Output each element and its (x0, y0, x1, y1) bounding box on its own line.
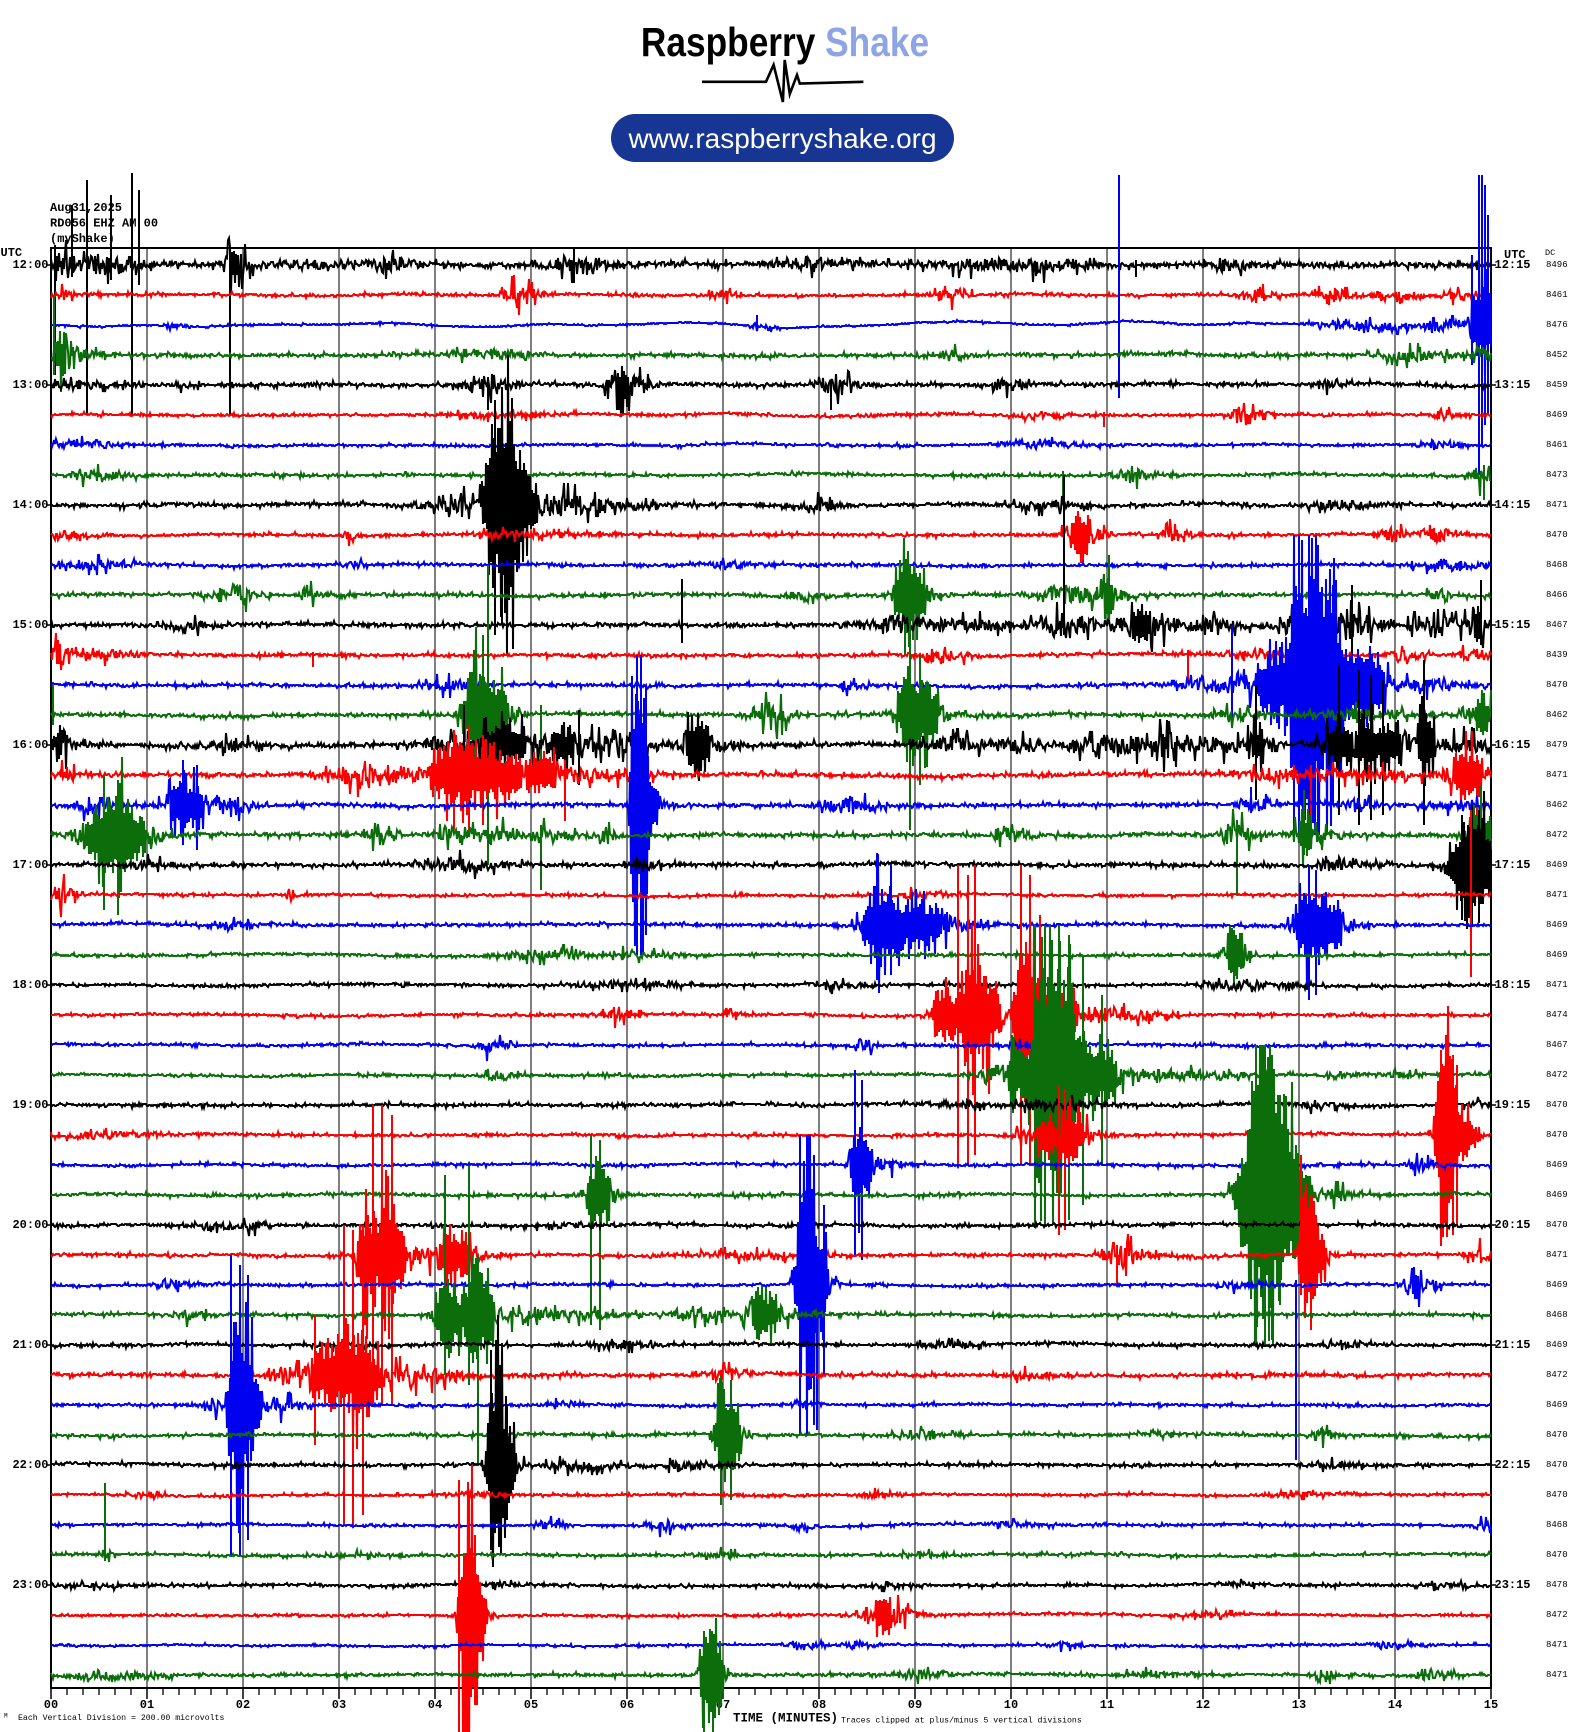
svg-text:06: 06 (620, 1698, 634, 1712)
svg-text:8471: 8471 (1546, 1250, 1568, 1260)
svg-text:20:00: 20:00 (12, 1218, 48, 1232)
svg-text:TIME (MINUTES): TIME (MINUTES) (733, 1712, 838, 1726)
svg-text:8470: 8470 (1546, 1430, 1568, 1440)
svg-text:Traces clipped at plus/minus 5: Traces clipped at plus/minus 5 vertical … (841, 1716, 1082, 1726)
svg-text:13:15: 13:15 (1495, 378, 1531, 392)
svg-text:8468: 8468 (1546, 560, 1568, 570)
svg-text:8478: 8478 (1546, 1580, 1568, 1590)
svg-text:15: 15 (1484, 1698, 1498, 1712)
svg-text:8466: 8466 (1546, 590, 1568, 600)
svg-text:8467: 8467 (1546, 620, 1568, 630)
svg-text:09: 09 (908, 1698, 922, 1712)
svg-text:12: 12 (1196, 1698, 1210, 1712)
svg-text:8479: 8479 (1546, 740, 1568, 750)
svg-text:8467: 8467 (1546, 1040, 1568, 1050)
svg-text:10: 10 (1004, 1698, 1018, 1712)
svg-text:14:15: 14:15 (1495, 498, 1531, 512)
svg-text:8462: 8462 (1546, 710, 1568, 720)
svg-text:8469: 8469 (1546, 1280, 1568, 1290)
svg-text:13:00: 13:00 (12, 378, 48, 392)
svg-text:8459: 8459 (1546, 380, 1568, 390)
svg-text:8471: 8471 (1546, 1640, 1568, 1650)
svg-text:8452: 8452 (1546, 350, 1568, 360)
svg-text:17:15: 17:15 (1495, 858, 1531, 872)
svg-text:17:00: 17:00 (12, 858, 48, 872)
svg-text:8471: 8471 (1546, 1670, 1568, 1680)
svg-text:23:15: 23:15 (1495, 1578, 1531, 1592)
svg-text:8469: 8469 (1546, 1400, 1568, 1410)
svg-text:8469: 8469 (1546, 1190, 1568, 1200)
svg-text:8470: 8470 (1546, 680, 1568, 690)
svg-text:8472: 8472 (1546, 1370, 1568, 1380)
svg-text:8469: 8469 (1546, 1340, 1568, 1350)
svg-text:8496: 8496 (1546, 260, 1568, 270)
svg-text:15:15: 15:15 (1495, 618, 1531, 632)
svg-text:8461: 8461 (1546, 290, 1568, 300)
svg-text:8472: 8472 (1546, 830, 1568, 840)
svg-text:8470: 8470 (1546, 1220, 1568, 1230)
svg-text:8468: 8468 (1546, 1520, 1568, 1530)
svg-text:00: 00 (44, 1698, 58, 1712)
svg-text:8439: 8439 (1546, 650, 1568, 660)
svg-text:8471: 8471 (1546, 890, 1568, 900)
svg-text:8469: 8469 (1546, 860, 1568, 870)
svg-text:8470: 8470 (1546, 530, 1568, 540)
svg-text:22:00: 22:00 (12, 1458, 48, 1472)
svg-text:8471: 8471 (1546, 500, 1568, 510)
svg-text:UTC: UTC (1504, 248, 1526, 262)
svg-text:8469: 8469 (1546, 920, 1568, 930)
svg-text:14: 14 (1388, 1698, 1402, 1712)
svg-text:8469: 8469 (1546, 950, 1568, 960)
svg-text:23:00: 23:00 (12, 1578, 48, 1592)
svg-text:21:00: 21:00 (12, 1338, 48, 1352)
svg-text:16:00: 16:00 (12, 738, 48, 752)
svg-text:8473: 8473 (1546, 470, 1568, 480)
svg-text:DC: DC (1545, 248, 1555, 258)
svg-text:18:00: 18:00 (12, 978, 48, 992)
svg-text:20:15: 20:15 (1495, 1218, 1531, 1232)
svg-text:19:15: 19:15 (1495, 1098, 1531, 1112)
svg-text:12:00: 12:00 (12, 258, 48, 272)
svg-text:02: 02 (236, 1698, 250, 1712)
svg-text:8470: 8470 (1546, 1130, 1568, 1140)
svg-text:UTC: UTC (1, 246, 23, 260)
svg-text:12:15: 12:15 (1495, 258, 1531, 272)
svg-text:8470: 8470 (1546, 1460, 1568, 1470)
svg-text:08: 08 (812, 1698, 826, 1712)
svg-text:05: 05 (524, 1698, 538, 1712)
svg-text:Each Vertical Division = 200.: Each Vertical Division = 200.00 microvol… (18, 1713, 224, 1723)
svg-text:RD056 EHZ AM 00: RD056 EHZ AM 00 (50, 217, 158, 231)
svg-text:8469: 8469 (1546, 410, 1568, 420)
svg-text:8472: 8472 (1546, 1610, 1568, 1620)
svg-text:16:15: 16:15 (1495, 738, 1531, 752)
svg-text:8476: 8476 (1546, 320, 1568, 330)
svg-text:14:00: 14:00 (12, 498, 48, 512)
svg-text:01: 01 (140, 1698, 154, 1712)
svg-text:8468: 8468 (1546, 1310, 1568, 1320)
svg-text:11: 11 (1100, 1698, 1114, 1712)
svg-text:(myShake): (myShake) (50, 232, 115, 246)
svg-text:M: M (4, 1713, 8, 1720)
svg-text:15:00: 15:00 (12, 618, 48, 632)
svg-text:18:15: 18:15 (1495, 978, 1531, 992)
svg-text:21:15: 21:15 (1495, 1338, 1531, 1352)
svg-text:8470: 8470 (1546, 1550, 1568, 1560)
svg-text:22:15: 22:15 (1495, 1458, 1531, 1472)
svg-text:19:00: 19:00 (12, 1098, 48, 1112)
svg-text:8474: 8474 (1546, 1010, 1568, 1020)
svg-text:8470: 8470 (1546, 1100, 1568, 1110)
svg-text:8471: 8471 (1546, 770, 1568, 780)
svg-text:8462: 8462 (1546, 800, 1568, 810)
svg-text:8461: 8461 (1546, 440, 1568, 450)
svg-text:8469: 8469 (1546, 1160, 1568, 1170)
svg-text:8472: 8472 (1546, 1070, 1568, 1080)
svg-text:03: 03 (332, 1698, 346, 1712)
svg-text:04: 04 (428, 1698, 442, 1712)
svg-text:8471: 8471 (1546, 980, 1568, 990)
svg-text:13: 13 (1292, 1698, 1306, 1712)
svg-text:8470: 8470 (1546, 1490, 1568, 1500)
